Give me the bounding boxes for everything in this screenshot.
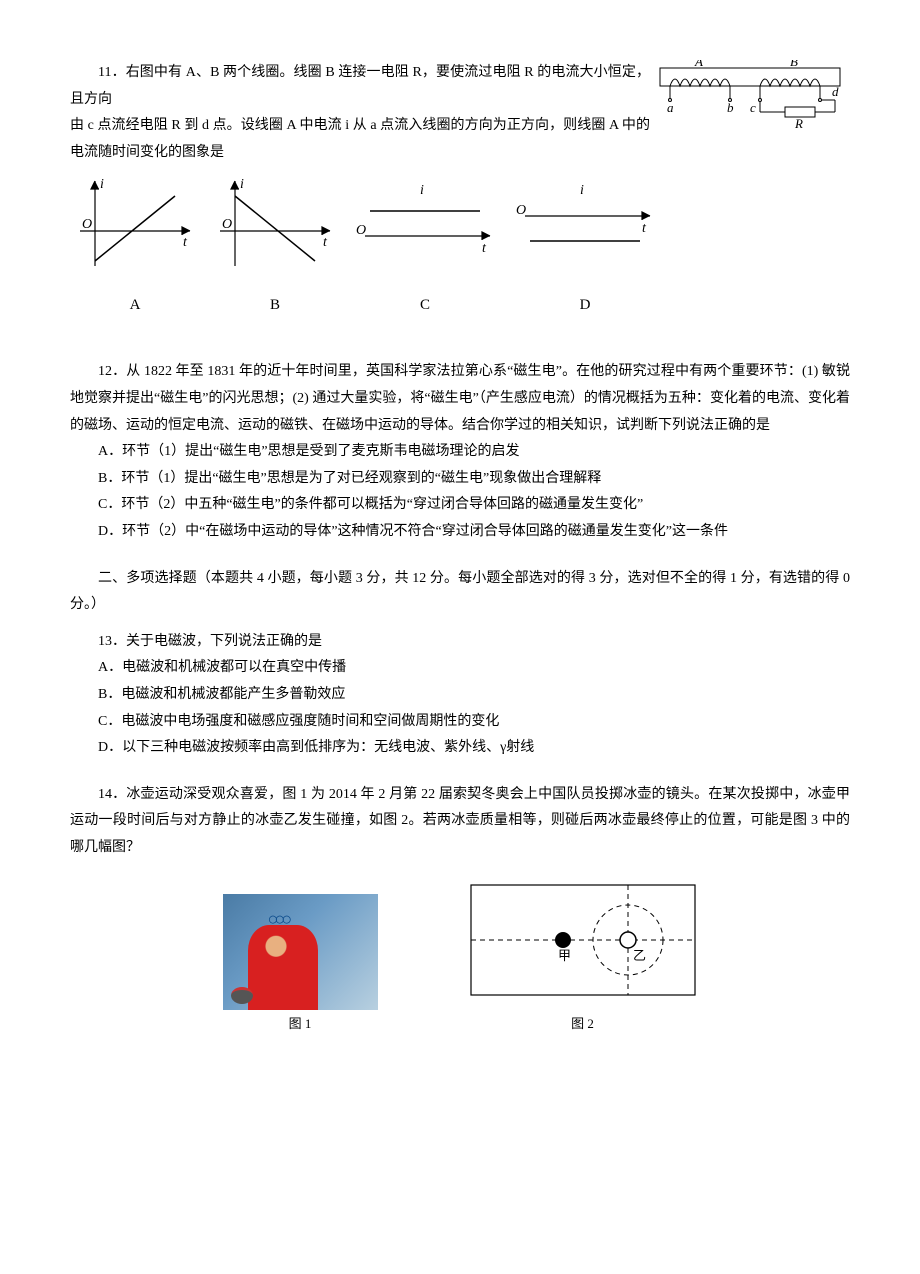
- svg-text:t: t: [642, 221, 647, 236]
- svg-text:乙: 乙: [633, 948, 646, 963]
- q12-option-d: D．环节（2）中“在磁场中运动的导体”这种情况不符合“穿过闭合导体回路的磁通量发…: [70, 519, 850, 546]
- svg-text:O: O: [222, 217, 232, 232]
- svg-text:t: t: [183, 235, 188, 250]
- q13-option-b: B．电磁波和机械波都能产生多普勒效应: [70, 682, 850, 709]
- svg-text:t: t: [323, 235, 328, 250]
- q13-option-c: C．电磁波中电场强度和磁感应强度随时间和空间做周期性的变化: [70, 709, 850, 736]
- fig2-caption: 图 2: [468, 1012, 698, 1037]
- svg-text:i: i: [240, 177, 244, 192]
- fig1-caption: 图 1: [223, 1012, 378, 1037]
- curling-diagram: 甲 乙: [468, 882, 698, 1000]
- svg-text:O: O: [516, 203, 526, 218]
- question-12: 12．从 1822 年至 1831 年的近十年时间里，英国科学家法拉第心系“磁生…: [70, 359, 850, 545]
- chart-c: i t O C: [350, 176, 500, 319]
- svg-text:O: O: [82, 217, 92, 232]
- q13-option-d: D．以下三种电磁波按频率由高到低排序为：无线电波、紫外线、γ射线: [70, 735, 850, 762]
- svg-text:O: O: [356, 223, 366, 238]
- q11-circuit-diagram: A B a b c d R: [650, 60, 850, 141]
- q11-intro-2: 由 c 点流经电阻 R 到 d 点。设线圈 A 中电流 i 从 a 点流入线圈的…: [70, 113, 650, 166]
- question-13: 13．关于电磁波，下列说法正确的是 A．电磁波和机械波都可以在真空中传播 B．电…: [70, 629, 850, 762]
- svg-text:甲: 甲: [558, 948, 571, 963]
- terminal-d: d: [832, 84, 839, 99]
- q13-option-a: A．电磁波和机械波都可以在真空中传播: [70, 655, 850, 682]
- q14-intro: 14．冰壶运动深受观众喜爱，图 1 为 2014 年 2 月第 22 届索契冬奥…: [70, 782, 850, 862]
- terminal-b: b: [727, 100, 734, 115]
- q13-intro: 13．关于电磁波，下列说法正确的是: [70, 629, 850, 656]
- chart-d: i t O D: [510, 176, 660, 319]
- svg-text:i: i: [580, 183, 584, 198]
- chart-b: i t O B: [210, 176, 340, 319]
- terminal-c: c: [750, 100, 756, 115]
- chart-d-label: D: [510, 291, 660, 320]
- curling-photo: ○○○ ○○: [223, 894, 378, 1010]
- coil-a-label: A: [694, 60, 703, 69]
- question-11: 11．右图中有 A、B 两个线圈。线圈 B 连接一电阻 R，要使流过电阻 R 的…: [70, 60, 850, 319]
- resistor-label: R: [794, 116, 803, 130]
- chart-a-label: A: [70, 291, 200, 320]
- chart-b-label: B: [210, 291, 340, 320]
- q12-option-b: B．环节（1）提出“磁生电”思想是为了对已经观察到的“磁生电”现象做出合理解释: [70, 466, 850, 493]
- question-14: 14．冰壶运动深受观众喜爱，图 1 为 2014 年 2 月第 22 届索契冬奥…: [70, 782, 850, 1037]
- q12-intro: 12．从 1822 年至 1831 年的近十年时间里，英国科学家法拉第心系“磁生…: [70, 359, 850, 439]
- chart-c-label: C: [350, 291, 500, 320]
- q12-option-a: A．环节（1）提出“磁生电”思想是受到了麦克斯韦电磁场理论的启发: [70, 439, 850, 466]
- figure-2: 甲 乙 图 2: [468, 882, 698, 1037]
- coil-b-label: B: [790, 60, 798, 69]
- q12-option-c: C．环节（2）中五种“磁生电”的条件都可以概括为“穿过闭合导体回路的磁通量发生变…: [70, 492, 850, 519]
- figure-1: ○○○ ○○ 图 1: [223, 894, 378, 1037]
- svg-text:i: i: [420, 183, 424, 198]
- svg-text:i: i: [100, 177, 104, 192]
- section-2-header: 二、多项选择题（本题共 4 小题，每小题 3 分，共 12 分。每小题全部选对的…: [70, 566, 850, 619]
- svg-text:t: t: [482, 241, 487, 256]
- chart-a: i t O A: [70, 176, 200, 319]
- q11-intro-1: 11．右图中有 A、B 两个线圈。线圈 B 连接一电阻 R，要使流过电阻 R 的…: [70, 60, 650, 113]
- q11-charts: i t O A i t O B: [70, 176, 850, 319]
- terminal-a: a: [667, 100, 674, 115]
